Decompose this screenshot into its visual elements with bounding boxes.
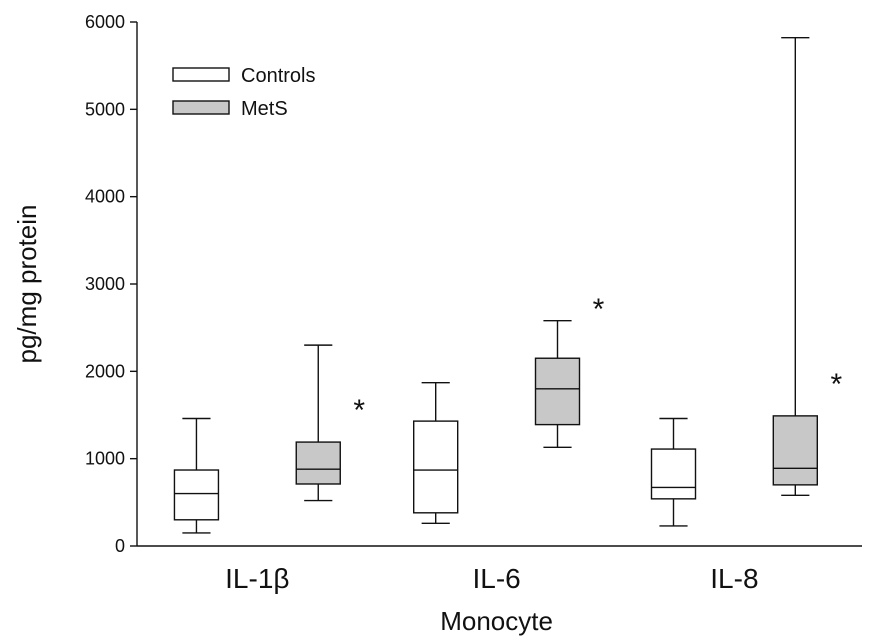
legend-label: Controls <box>241 65 315 87</box>
iqr-box <box>534 357 581 426</box>
x-axis-title: Monocyte <box>440 606 553 636</box>
legend-label: MetS <box>241 98 288 120</box>
boxes <box>173 37 818 534</box>
iqr-box <box>772 415 818 486</box>
box-controls-2 <box>413 381 459 524</box>
box-controls-1 <box>173 417 220 534</box>
y-tick-label: 5000 <box>85 99 125 119</box>
category-label: IL-6 <box>472 563 520 594</box>
x-axis-categories: IL-1β IL-6 IL-8 <box>225 563 758 594</box>
category-label: IL-8 <box>710 563 758 594</box>
legend-swatch <box>172 67 230 82</box>
significance-star: * <box>593 293 605 326</box>
box-mets-2 <box>534 319 581 449</box>
y-axis-title: pg/mg protein <box>12 205 42 364</box>
y-tick-label: 3000 <box>85 274 125 294</box>
box-controls-3 <box>650 417 697 527</box>
y-tick-label: 0 <box>115 536 125 556</box>
significance-markers: * * * <box>353 293 842 427</box>
y-tick-label: 4000 <box>85 187 125 207</box>
iqr-box <box>650 448 697 500</box>
y-tick-label: 1000 <box>85 449 125 469</box>
box-mets-1 <box>295 344 341 502</box>
y-axis-ticks: 0 1000 2000 3000 4000 5000 6000 <box>85 12 137 556</box>
legend: Controls MetS <box>172 65 315 120</box>
box-mets-3 <box>772 37 818 497</box>
y-tick-label: 6000 <box>85 12 125 32</box>
significance-star: * <box>353 394 365 427</box>
significance-star: * <box>830 368 842 401</box>
iqr-box <box>173 469 220 521</box>
iqr-box <box>413 420 459 514</box>
legend-swatch <box>172 100 230 115</box>
y-tick-label: 2000 <box>85 361 125 381</box>
iqr-box <box>295 441 341 485</box>
category-label: IL-1β <box>225 563 289 594</box>
